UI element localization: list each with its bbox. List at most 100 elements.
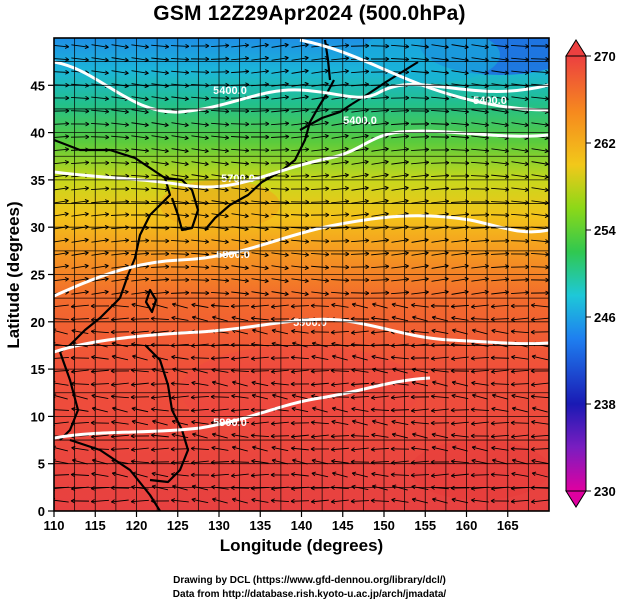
- streamline-segment: [91, 122, 109, 126]
- streamline-segment: [291, 175, 309, 177]
- streamline-segment: [451, 265, 469, 269]
- streamline-arrowhead: [284, 278, 289, 284]
- streamline-arrowhead: [164, 122, 169, 128]
- streamline-segment: [191, 135, 209, 139]
- streamline-segment: [531, 58, 549, 60]
- y-tick-label: 20: [31, 315, 45, 330]
- streamline-arrowhead: [211, 380, 217, 386]
- streamline-segment: [271, 342, 289, 348]
- streamline-arrowhead: [192, 432, 197, 438]
- streamline-segment: [411, 474, 429, 476]
- streamline-arrowhead: [224, 161, 229, 167]
- streamline-arrowhead: [85, 160, 90, 165]
- streamline-arrowhead: [410, 472, 415, 478]
- streamline-segment: [531, 239, 549, 243]
- streamline-segment: [111, 252, 129, 256]
- streamline-segment: [411, 136, 429, 138]
- streamline-arrowhead: [170, 446, 175, 452]
- streamline-arrowhead: [90, 381, 95, 387]
- streamline-arrowhead: [264, 55, 269, 61]
- streamline-segment: [491, 434, 509, 438]
- streamline-arrowhead: [150, 395, 156, 400]
- streamline-segment: [111, 265, 129, 269]
- streamline-segment: [471, 318, 489, 320]
- streamline-segment: [271, 188, 289, 190]
- streamline-arrowhead: [184, 187, 189, 193]
- streamline-arrowhead: [104, 250, 109, 256]
- streamline-arrowhead: [250, 433, 255, 438]
- streamline-segment: [211, 44, 229, 48]
- streamline-segment: [271, 109, 289, 113]
- contour-labels: 5400.05400.05400.05700.05800.05900.05900…: [213, 85, 507, 429]
- streamline-arrowhead: [491, 393, 497, 399]
- streamline-arrowhead: [84, 186, 89, 191]
- streamline-arrowhead: [384, 146, 389, 152]
- streamline-arrowhead: [170, 498, 176, 503]
- streamline-arrowhead: [64, 263, 69, 269]
- streamline-segment: [531, 317, 549, 321]
- streamline-arrowhead: [304, 265, 309, 270]
- streamline-arrowhead: [184, 174, 189, 180]
- streamline-segment: [191, 213, 209, 217]
- streamline-segment: [191, 304, 209, 308]
- streamline-segment: [411, 97, 429, 99]
- streamline-arrowhead: [364, 212, 369, 217]
- streamline-arrowhead: [511, 471, 516, 477]
- streamline-arrowhead: [511, 458, 517, 464]
- streamline-arrowhead: [151, 407, 156, 412]
- streamline-arrowhead: [124, 44, 129, 50]
- streamline-segment: [111, 109, 129, 113]
- streamline-arrowhead: [165, 277, 170, 282]
- streamline-segment: [131, 44, 149, 48]
- streamline-segment: [511, 148, 529, 152]
- streamline-segment: [411, 304, 429, 308]
- streamline-segment: [491, 330, 509, 334]
- streamline-segment: [371, 473, 389, 477]
- streamline-arrowhead: [190, 395, 195, 400]
- streamline-segment: [431, 162, 449, 164]
- streamline-segment: [271, 278, 289, 282]
- streamline-segment: [351, 187, 369, 191]
- streamline-arrowhead: [184, 213, 190, 218]
- streamline-segment: [511, 383, 529, 385]
- colorbar-tick-label: 230: [594, 484, 616, 499]
- streamline-arrowhead: [471, 445, 477, 451]
- streamline-segment: [291, 265, 309, 269]
- y-tick-label: 25: [31, 268, 45, 283]
- contour-label: 5400.0: [343, 115, 377, 127]
- streamline-segment: [391, 356, 409, 360]
- streamline-arrowhead: [385, 264, 390, 269]
- streamline-segment: [211, 447, 229, 451]
- streamline-segment: [491, 57, 509, 61]
- streamline-segment: [511, 473, 529, 477]
- streamline-arrowhead: [124, 251, 129, 256]
- streamline-arrowhead: [231, 393, 236, 399]
- streamline-segment: [311, 161, 329, 165]
- colorbar-ticks: 230 238 246 254 262 270: [586, 49, 616, 499]
- streamline-segment: [411, 421, 429, 425]
- streamline-arrowhead: [64, 198, 69, 204]
- streamline-arrowhead: [304, 55, 309, 61]
- streamline-arrowhead: [270, 498, 275, 503]
- streamline-arrowhead: [212, 315, 217, 321]
- streamline-arrowhead: [231, 445, 237, 451]
- streamline-segment: [271, 459, 289, 465]
- streamline-arrowhead: [165, 212, 170, 218]
- streamline-arrowhead: [184, 70, 190, 75]
- streamline-segment: [151, 434, 169, 438]
- streamline-arrowhead: [404, 160, 409, 165]
- streamline-arrowhead: [184, 96, 189, 101]
- streamline-arrowhead: [271, 445, 276, 451]
- streamline-arrowhead: [225, 95, 230, 101]
- streamline-arrowhead: [310, 434, 316, 439]
- streamline-segment: [191, 396, 209, 398]
- streamline-segment: [151, 447, 169, 451]
- streamline-arrowhead: [130, 447, 136, 452]
- streamline-arrowhead: [225, 56, 230, 62]
- streamline-arrowhead: [430, 473, 436, 478]
- streamline-segment: [511, 279, 529, 281]
- x-tick-label: 110: [44, 518, 65, 530]
- streamline-arrowhead: [144, 109, 149, 115]
- streamline-arrowhead: [365, 238, 370, 243]
- streamline-arrowhead: [490, 316, 495, 322]
